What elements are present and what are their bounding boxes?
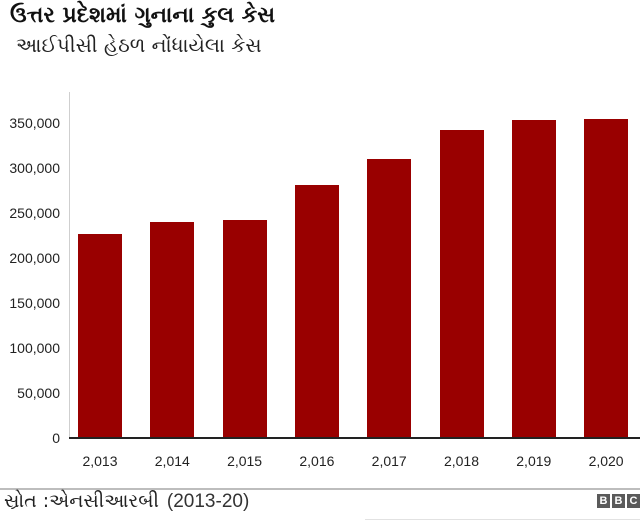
- x-tick-label: 2,013: [82, 453, 118, 469]
- x-tick-label: 2,019: [516, 453, 552, 469]
- y-tick-label: 200,000: [9, 250, 60, 266]
- bbc-logo-letter: B: [597, 494, 610, 508]
- bar-2020: [584, 119, 629, 438]
- bar-2013: [78, 233, 122, 438]
- x-axis-baseline: [69, 437, 640, 439]
- y-tick-label: 300,000: [9, 160, 60, 176]
- y-tick-label: 350,000: [9, 115, 60, 131]
- bbc-logo: B B C: [597, 494, 640, 508]
- bar-2019: [511, 120, 556, 438]
- x-tick-label: 2,020: [588, 453, 624, 469]
- x-tick-label: 2,017: [371, 453, 407, 469]
- bar-chart: 0 50,000 100,000 150,000 200,000 250,000 300,0…: [9, 92, 640, 469]
- y-tick-label: 0: [52, 430, 60, 446]
- y-tick-label: 100,000: [9, 340, 60, 356]
- chart-title: ઉત્તર પ્રદેશમાં ગુનાના કુલ કેસ: [10, 3, 276, 28]
- bar-2015: [222, 220, 267, 438]
- bbc-logo-letter: C: [627, 494, 640, 508]
- x-tick-label: 2,014: [154, 453, 190, 469]
- source-years: (2013-20): [166, 491, 250, 512]
- x-tick-label: 2,016: [299, 453, 335, 469]
- footer-faint-line: [365, 519, 640, 520]
- y-tick-label: 50,000: [17, 385, 60, 401]
- chart-subtitle: આઈપીસી હેઠળ નોંધાયેલા કેસ: [16, 33, 262, 57]
- x-tick-label: 2,015: [227, 453, 263, 469]
- y-tick-label: 250,000: [9, 205, 60, 221]
- bbc-logo-letter: B: [612, 494, 625, 508]
- bar-2016: [294, 185, 339, 438]
- source-label: સ્રોત :એનસીઆરબી: [4, 490, 159, 512]
- y-tick-label: 150,000: [9, 295, 60, 311]
- y-axis-line: [69, 92, 70, 438]
- bar-2017: [367, 159, 412, 438]
- footer-divider: [0, 488, 640, 490]
- source-note: સ્રોત :એનસીઆરબી (2013-20): [4, 490, 249, 513]
- bar-2018: [439, 130, 484, 438]
- x-tick-label: 2,018: [443, 453, 480, 469]
- bar-2014: [150, 222, 195, 438]
